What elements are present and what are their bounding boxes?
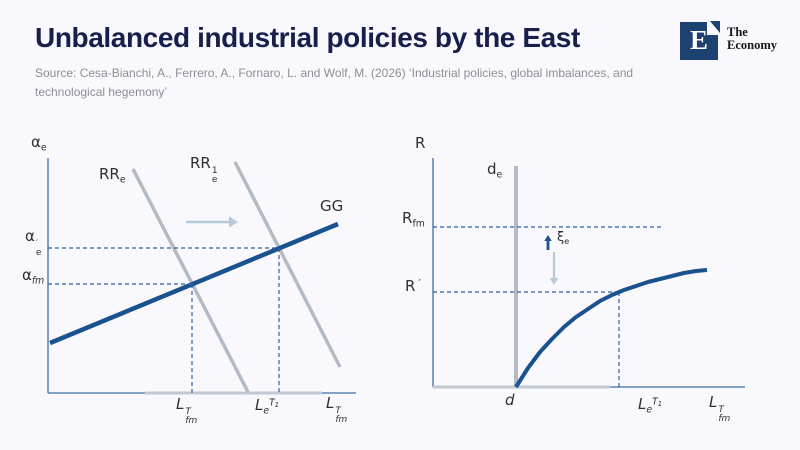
r-fm-label: Rfm	[402, 209, 425, 230]
rr-e-line	[131, 168, 250, 393]
l-e-t1-tick-label-left: LeT1	[255, 396, 280, 417]
gg-line	[49, 221, 339, 346]
alpha-e-prime-label: α ′ e	[25, 227, 42, 258]
logo-wordmark: The Economy	[727, 25, 777, 53]
d-e-label: de	[487, 160, 503, 181]
rr-e-label: RRe	[99, 165, 126, 186]
logo-quote-mark	[710, 21, 720, 33]
logo-wordmark-line1: The	[727, 25, 748, 39]
logo-letter: E	[689, 24, 708, 55]
page-title: Unbalanced industrial policies by the Ea…	[35, 22, 580, 53]
xi-down-arrow-head	[549, 278, 559, 285]
rr-e-1-label: RR 1 e	[190, 154, 218, 185]
rr-e-1-line	[233, 161, 342, 368]
alpha-e-axis-label: αe	[31, 133, 47, 154]
alpha-fm-label: αfm	[22, 266, 45, 287]
d-tick-label: d	[505, 391, 515, 409]
source-citation: Source: Cesa-Bianchi, A., Ferrero, A., F…	[35, 66, 634, 99]
xi-e-label: ξe	[557, 230, 570, 246]
gg-label: GG	[320, 197, 344, 215]
xi-up-arrow-head	[544, 235, 552, 241]
rr-shift-right-arrow-head	[229, 216, 238, 228]
r-curve	[514, 268, 708, 389]
r-prime-label: R ′	[405, 277, 421, 295]
the-economy-logo: E The Economy	[680, 20, 777, 60]
l-e-t1-tick-label-right: LeT1	[638, 395, 663, 416]
logo-box: E	[680, 20, 722, 60]
r-axis-label: R	[415, 134, 426, 152]
logo-wordmark-line2: Economy	[727, 38, 777, 53]
